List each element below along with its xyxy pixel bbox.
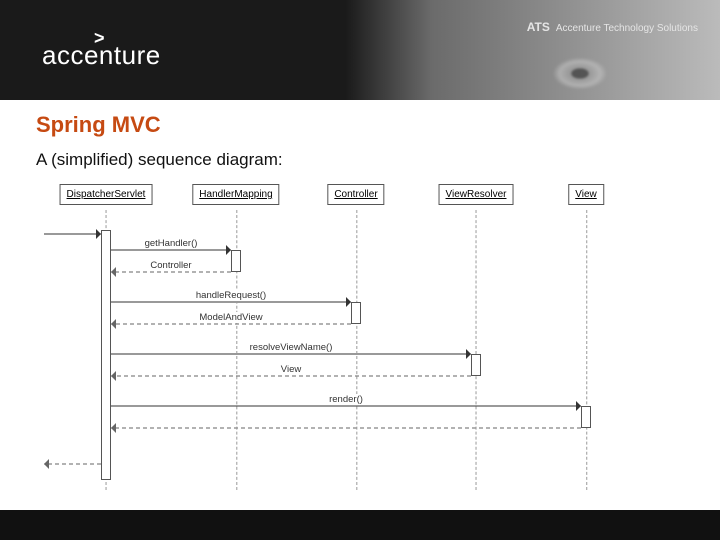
message-label: getHandler() — [143, 238, 200, 249]
message-label: ModelAndView — [197, 312, 264, 323]
lifeline-head: ViewResolver — [439, 184, 514, 205]
ats-label: ATS Accenture Technology Solutions — [527, 20, 698, 34]
lifeline-resolver: ViewResolver — [439, 184, 514, 205]
lifeline-head: Controller — [327, 184, 384, 205]
lifeline-dispatcher: DispatcherServlet — [60, 184, 153, 205]
slide-footer-bar — [0, 510, 720, 540]
header-eye-graphic — [500, 35, 660, 100]
activation-controller — [351, 302, 361, 324]
activation-view — [581, 406, 591, 428]
slide-header: > accenture ATSAccenture Technology Solu… — [0, 0, 720, 100]
lifeline-head: DispatcherServlet — [60, 184, 153, 205]
accenture-logo: accenture — [42, 40, 161, 71]
message-label: resolveViewName() — [248, 342, 335, 353]
sequence-diagram: DispatcherServlet HandlerMapping Controlle… — [36, 184, 684, 504]
lifeline-view: View — [568, 184, 604, 205]
activation-mapping — [231, 250, 241, 272]
lifeline-line — [476, 210, 477, 490]
activation-resolver — [471, 354, 481, 376]
slide-title: Spring MVC — [0, 100, 720, 142]
lifeline-mapping: HandlerMapping — [192, 184, 279, 205]
message-label: Controller — [148, 260, 193, 271]
slide-subtitle: A (simplified) sequence diagram: — [0, 142, 720, 176]
ats-bold: ATS — [527, 20, 550, 34]
message-label: render() — [327, 394, 365, 405]
message-label: handleRequest() — [194, 290, 268, 301]
lifeline-controller: Controller — [327, 184, 384, 205]
lifeline-line — [586, 210, 587, 490]
lifeline-head: HandlerMapping — [192, 184, 279, 205]
activation-dispatcher — [101, 230, 111, 480]
ats-text: Accenture Technology Solutions — [556, 23, 698, 34]
lifeline-line — [356, 210, 357, 490]
message-label: View — [279, 364, 303, 375]
lifeline-head: View — [568, 184, 604, 205]
